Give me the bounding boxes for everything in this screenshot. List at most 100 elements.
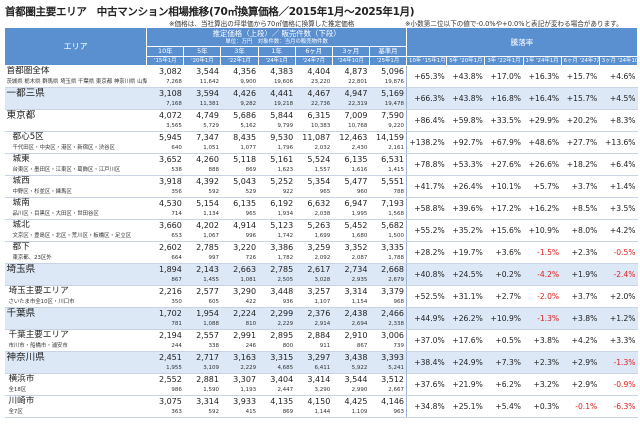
rate-cell: +67.9% [484,131,523,154]
price-cell: 2,194 [158,331,182,340]
price-cell: 2,299 [258,307,296,319]
count-cell: 1,623 [258,165,296,176]
area-name: 都心5区 [12,132,44,142]
count-cell: 3,028 [295,275,333,286]
table-subrow: 3,565 5,729 5,162 9,799 10,383 10,768 9,220 [4,121,638,132]
rate-cell: +1.9% [561,263,600,286]
rate-cell: -0.1% [561,395,600,418]
count-cell: 19,876 [369,77,407,88]
rate-cell: +138.2% [406,131,447,154]
count-cell: 19,218 [258,99,296,110]
count-cell: 997 [183,253,221,264]
count-cell: 781 [146,319,184,330]
table-row: 神奈川県 2,451 2,717 3,163 3,315 3,297 3,438 3,393 +… [4,351,638,374]
count-cell: 936 [258,297,296,308]
count-cell: 1,782 [258,253,296,264]
count-cell: 605 [183,297,221,308]
count-cell: 356 [146,187,184,198]
price-cell: 5,118 [233,155,257,164]
rate-cell: +16.4% [523,87,562,110]
count-cell: 538 [146,165,184,176]
count-cell: 246 [220,341,259,352]
count-cell: 9,799 [258,121,296,132]
price-cell: 3,512 [381,375,405,384]
price-cell: 4,150 [307,397,331,406]
table-row: 首都圏全体 3,082 3,544 4,356 4,383 4,404 4,873 5,096… [5,65,638,88]
count-cell: 1,081 [220,275,259,286]
rate-cell: +65.3% [406,65,447,88]
rate-cell: +26.4% [446,175,485,198]
price-cell: 3,393 [369,351,407,363]
rate-cell: +6.4% [599,153,638,176]
price-period-date: '24年7月 [294,56,333,66]
price-cell: 8,435 [233,133,257,142]
rate-cell: +78.8% [406,153,447,176]
area-subtitle: 品川区・目黒区・大田区・世田谷区 [4,209,147,220]
rate-cell: +5.7% [523,175,562,198]
rate-cell: +35.2% [446,219,485,242]
price-cell: 4,914 [233,221,257,230]
price-cell: 4,404 [307,67,331,76]
rate-cell: +18.2% [561,153,600,176]
rate-cell: +52.5% [406,285,447,308]
rate-cell: +3.7% [561,175,600,198]
count-cell: 7,168 [146,99,184,110]
price-table: エリア 推定価格（上段）／ 販売件数（下段） 単位：万円 対象件数：当月の販売物件… [3,27,639,418]
price-period-date: '22年1月 [220,56,259,66]
price-cell: 2,451 [146,351,184,363]
rate-cell: +8.5% [561,197,600,220]
count-cell: 867 [332,341,370,352]
price-cell: 4,135 [270,397,294,406]
count-cell: 19,478 [369,99,407,110]
rate-cell: +17.0% [484,65,523,88]
table-row: 一都三県 3,108 3,594 4,426 4,441 4,467 4,947 5,169 +… [4,87,638,110]
count-cell: 9,220 [369,121,407,132]
count-cell: 9,900 [220,77,259,88]
rate-cell: +16.8% [484,87,523,110]
rate-cell: -2.4% [599,263,638,286]
rate-period-label: 5年 '20年1月 [446,56,486,66]
price-period-label: 10年 [146,46,185,57]
count-cell: 1,995 [332,209,370,220]
count-cell: 2,038 [295,209,333,220]
area-subtitle: 千代田区・中央区・港区・新宿区・渋谷区 [4,143,147,154]
price-cell: 2,438 [332,307,370,319]
count-cell: 960 [332,187,370,198]
rate-cell: +2.3% [561,241,600,264]
count-cell: 965 [295,187,333,198]
count-cell: 1,557 [295,165,333,176]
area-subtitle [4,99,147,110]
rate-cell: +37.6% [406,373,447,396]
price-cell: 2,663 [220,263,259,275]
price-cell: 3,544 [196,67,219,76]
count-cell: 986 [146,385,184,396]
rate-cell: +10.9% [484,307,523,330]
area-subtitle: 全7区 [4,407,147,418]
count-cell: 2,161 [369,143,407,154]
period-dates: '15年1月 '20年1月 '22年1月 '24年1月 '24年7月 '24年10月 '25… [5,56,639,66]
price-cell: 5,096 [381,67,405,76]
area-subtitle: 茨城県 栃木県 群馬県 埼玉県 千葉県 東京都 神奈川県 山梨県 [4,77,147,88]
count-cell: 22,736 [295,99,333,110]
price-cell: 2,895 [270,331,294,340]
count-cell: 1,067 [183,231,221,242]
rate-cell: +2.9% [561,373,600,396]
rate-cell: +16.2% [523,197,562,220]
count-cell: 592 [183,187,221,198]
price-cell: 4,873 [344,67,368,76]
area-name: 城西 [12,176,30,186]
count-cell: 1,134 [183,209,221,220]
rate-cell: +53.3% [446,153,485,176]
price-cell: 6,192 [270,199,294,208]
count-cell: 10,383 [295,121,333,132]
price-cell: 7,009 [344,111,368,120]
price-cell: 5,043 [233,177,257,186]
price-period-label: 5年 [183,46,222,57]
price-cell: 3,290 [233,287,257,296]
table-row: 埼玉主要エリア 2,216 2,577 3,290 3,448 3,257 3,314 3,3… [5,285,638,308]
rate-cell: +13.6% [599,131,638,154]
table-subrow: 東京都、23区外 664 997 726 1,782 2,092 2,087 1,788 [4,253,638,264]
count-cell: 1,680 [332,231,370,242]
count-cell: 2,229 [258,319,296,330]
table-subrow: 全7区 363 592 415 869 1,144 1,109 963 [4,407,638,418]
